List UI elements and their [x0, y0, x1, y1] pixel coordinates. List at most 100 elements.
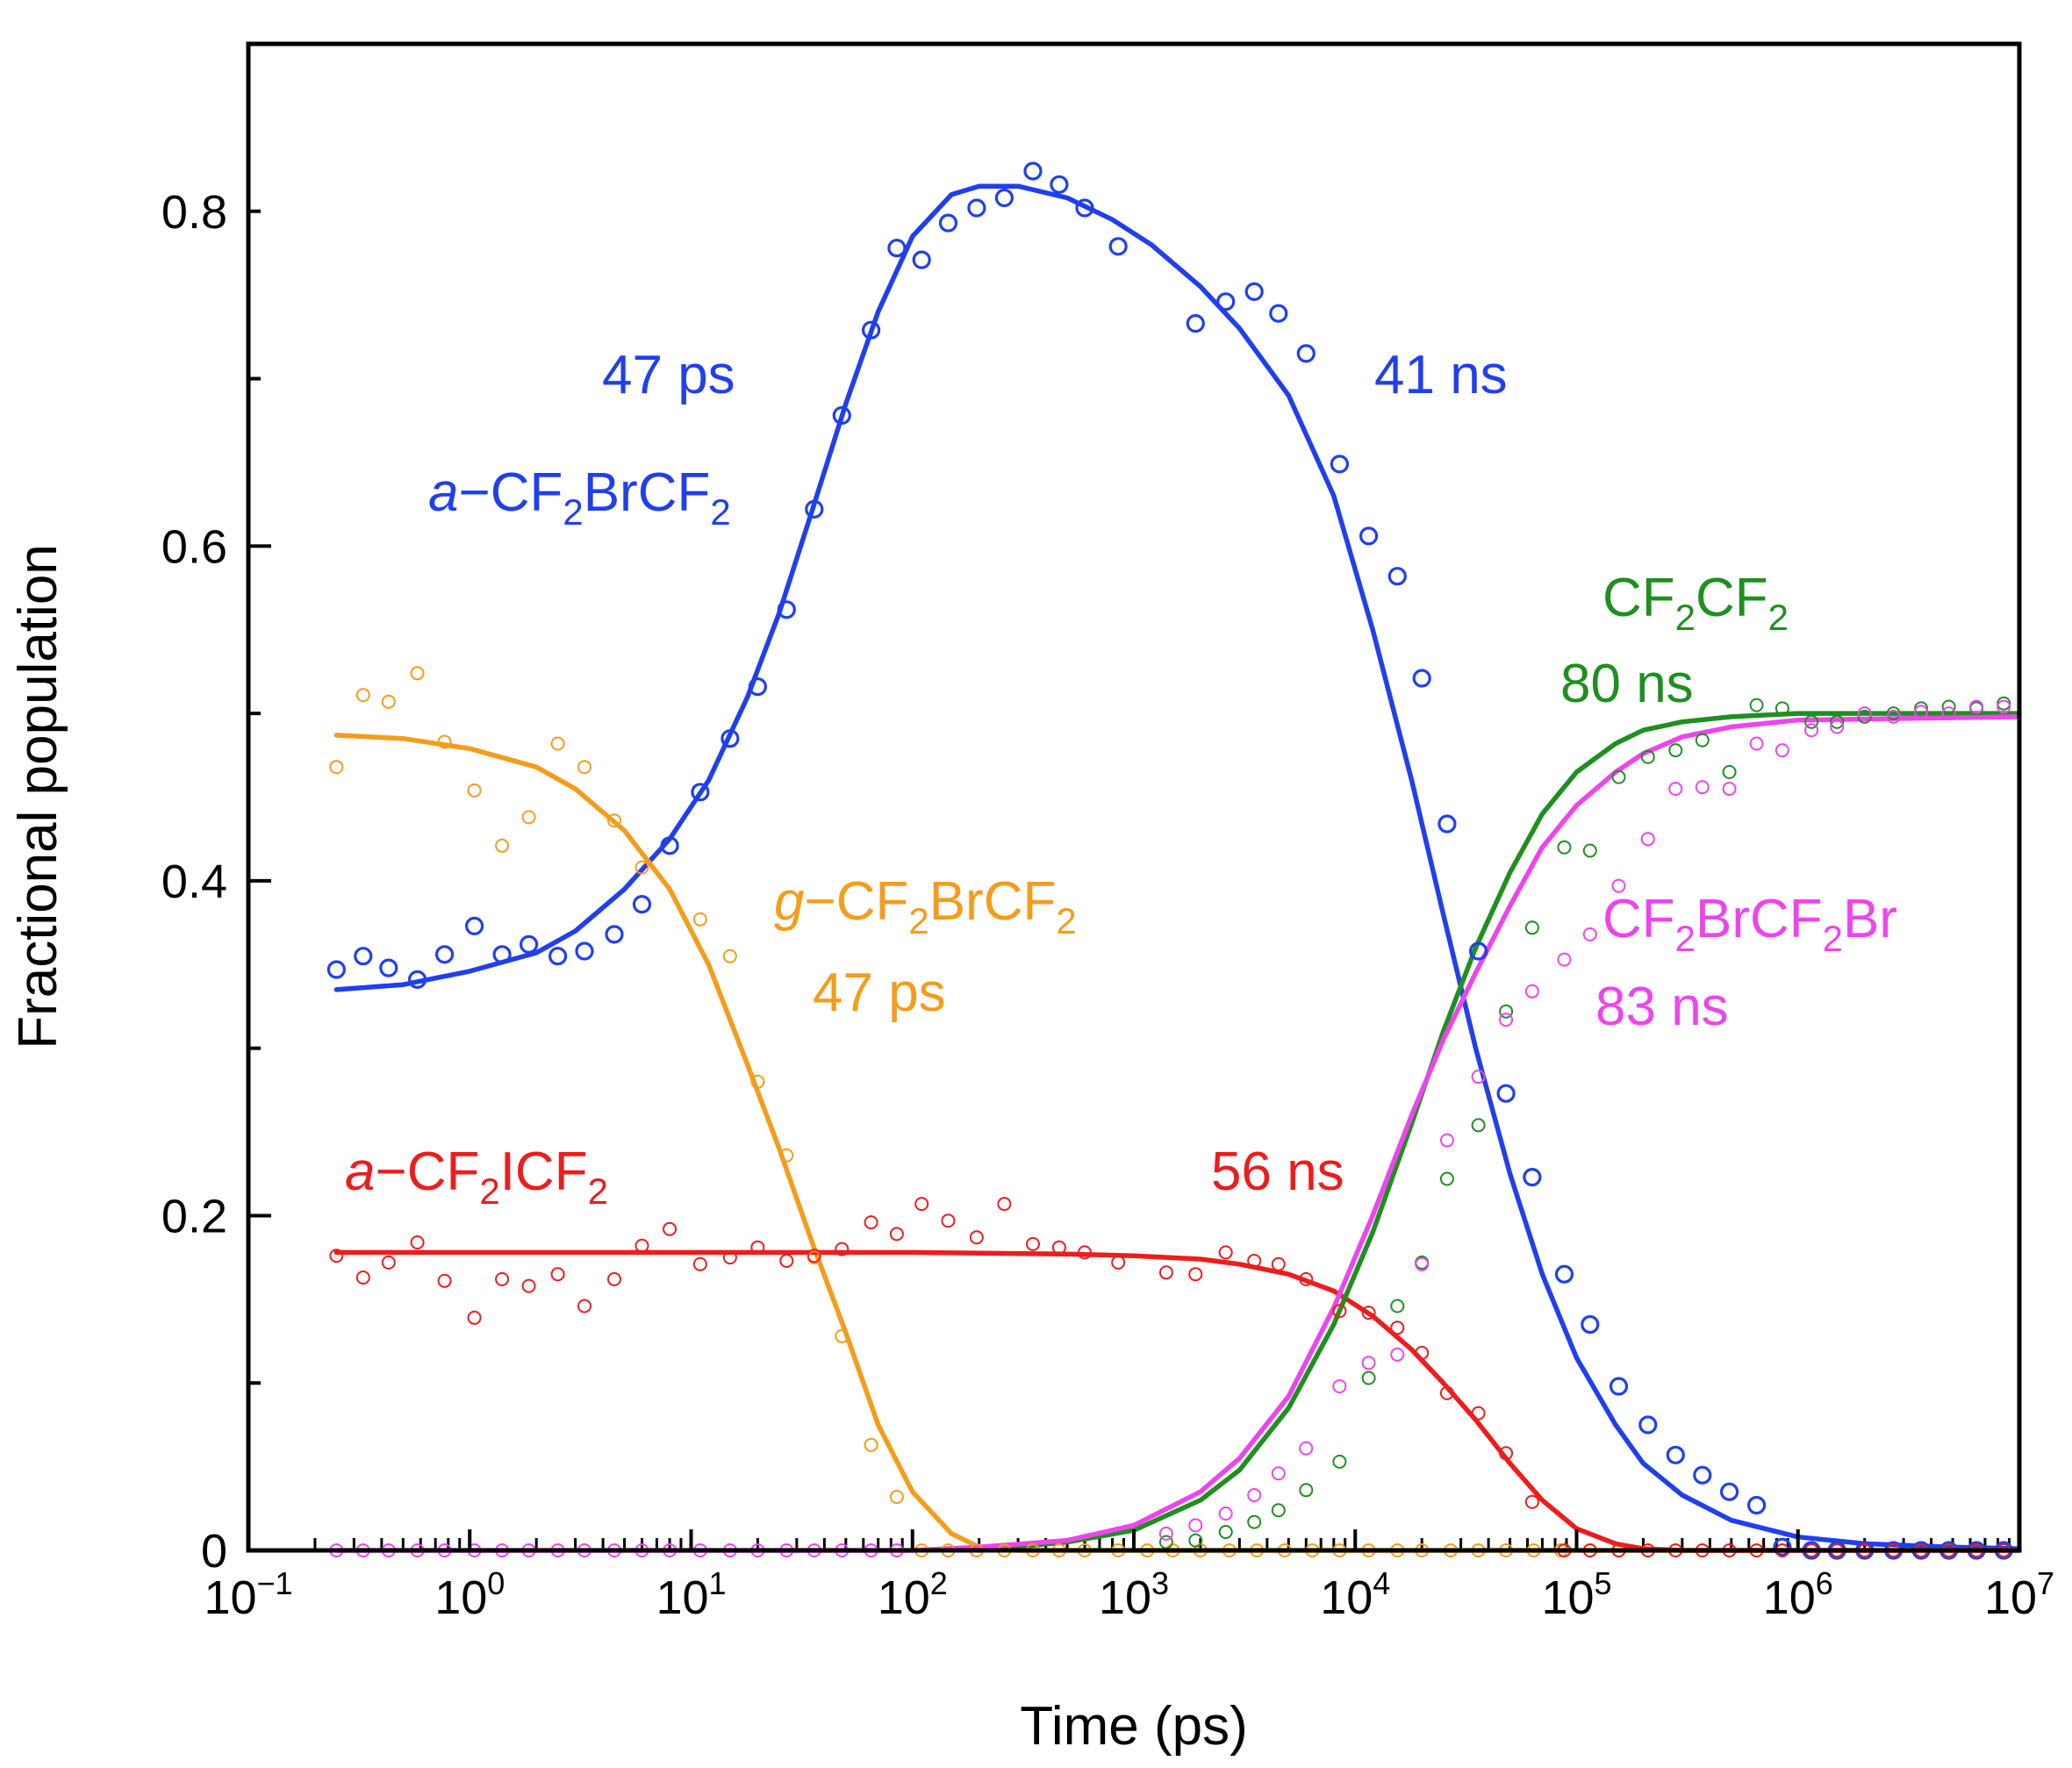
data-point-series-3: [1722, 764, 1737, 779]
annotation-label: CF2CF2: [1602, 568, 1789, 638]
data-point-series-1: [607, 813, 621, 828]
annotation-label: 80 ns: [1560, 654, 1694, 714]
data-point-series-1: [467, 783, 482, 798]
data-point-series-2: [521, 1278, 536, 1293]
annotation-part: −CF: [458, 462, 563, 523]
data-point-series-0: [691, 783, 710, 802]
y-tick-label: 0.6: [161, 520, 227, 573]
data-point-series-3: [1695, 733, 1710, 748]
y-tick-label: 0.2: [161, 1190, 227, 1242]
annotation-part: 2: [1675, 597, 1696, 638]
fit-curves: [333, 183, 2022, 1553]
data-point-series-3: [1361, 1371, 1376, 1385]
annotation-part: CF: [1602, 889, 1675, 949]
x-tick-base: 10: [1984, 1571, 2037, 1624]
data-point-series-4: [1332, 1379, 1347, 1393]
data-point-series-2: [750, 1240, 765, 1255]
annotation-label: 47 ps: [602, 345, 735, 405]
data-point-series-0: [938, 213, 958, 233]
data-point-series-2: [1247, 1254, 1262, 1268]
data-point-series-0: [1554, 1264, 1574, 1284]
data-point-series-0: [805, 499, 824, 519]
x-tick-label: 104: [1320, 1565, 1390, 1624]
data-point-series-0: [408, 970, 427, 990]
fit-curve-series-3: [976, 711, 2022, 1553]
data-point-series-3: [1247, 1514, 1262, 1529]
data-point-series-0: [1666, 1445, 1685, 1464]
data-point-series-2: [864, 1215, 878, 1230]
x-tick-exponent: 3: [1151, 1565, 1169, 1601]
data-point-series-0: [1523, 1167, 1542, 1187]
data-point-series-0: [519, 934, 539, 955]
x-tick-label: 101: [656, 1565, 726, 1624]
data-point-series-3: [1188, 1533, 1203, 1548]
data-point-series-2: [1158, 1265, 1173, 1280]
annotation-part: 47 ps: [813, 963, 946, 1023]
data-point-series-4: [1557, 952, 1572, 967]
data-point-series-3: [1524, 920, 1539, 935]
data-point-series-4: [1997, 699, 2011, 714]
data-point-series-4: [1361, 1356, 1376, 1371]
data-point-series-3: [1941, 699, 1956, 714]
data-point-series-4: [1668, 782, 1683, 796]
data-point-series-3: [1271, 1503, 1286, 1518]
data-point-series-4: [1640, 832, 1655, 847]
data-point-series-3: [1439, 1171, 1454, 1186]
annotation-part: BrCF: [929, 871, 1057, 932]
data-point-series-2: [1026, 1236, 1040, 1251]
data-point-series-2: [437, 1273, 452, 1288]
fit-curve-series-0: [333, 183, 2022, 1551]
data-point-series-2: [779, 1254, 794, 1268]
data-point-series-3: [1299, 1483, 1314, 1498]
annotation-label: 41 ns: [1374, 345, 1508, 405]
x-tick-label: 10−1: [204, 1565, 292, 1624]
data-point-series-2: [914, 1197, 929, 1212]
data-point-series-3: [1749, 698, 1764, 712]
data-points: [326, 161, 2013, 1560]
data-point-series-2: [835, 1242, 850, 1256]
data-point-series-4: [1830, 719, 1845, 734]
plot-frame: [246, 41, 2022, 1553]
data-point-series-0: [464, 916, 484, 936]
data-point-series-0: [994, 188, 1014, 208]
data-point-series-3: [1640, 749, 1655, 764]
data-point-series-4: [1471, 1070, 1486, 1084]
axis-tick-labels: 00.20.40.60.810−1 100 101 102 103 104 105 106 10…: [161, 186, 2054, 1624]
data-point-series-4: [1722, 782, 1737, 796]
data-point-series-0: [575, 941, 594, 961]
data-point-series-1: [692, 912, 707, 927]
data-point-series-3: [1499, 1004, 1514, 1019]
annotation-part: a: [345, 1142, 375, 1202]
x-tick-base: 10: [878, 1571, 930, 1624]
data-point-series-4: [1524, 984, 1539, 999]
data-point-series-4: [1695, 780, 1710, 795]
data-point-series-2: [889, 1227, 904, 1242]
y-axis-title: Fractional population: [8, 544, 68, 1049]
data-point-series-3: [1218, 1525, 1233, 1539]
data-point-series-4: [1611, 878, 1626, 893]
data-point-series-2: [722, 1250, 737, 1265]
data-point-series-0: [1050, 175, 1069, 194]
x-tick-base: 10: [656, 1571, 708, 1624]
annotation-part: 2: [1056, 900, 1076, 941]
data-point-series-4: [1415, 1256, 1430, 1271]
annotation-part: Br: [1843, 889, 1897, 949]
data-point-series-1: [750, 1074, 765, 1089]
x-tick-exponent: 1: [709, 1565, 727, 1601]
data-point-series-0: [1693, 1465, 1712, 1485]
x-tick-label: 103: [1099, 1565, 1169, 1624]
x-tick-base: 10: [204, 1571, 256, 1624]
data-point-series-4: [1499, 1013, 1514, 1027]
data-point-series-1: [521, 810, 536, 825]
data-point-series-0: [1746, 1495, 1767, 1515]
x-tick-base: 10: [1320, 1571, 1373, 1624]
data-point-series-2: [381, 1255, 396, 1270]
data-point-series-2: [1271, 1256, 1286, 1271]
annotation-label: 56 ns: [1211, 1142, 1344, 1202]
fit-curve-series-4: [333, 714, 2022, 1553]
data-point-series-4: [1390, 1347, 1405, 1362]
data-point-series-2: [1524, 1494, 1539, 1509]
annotation-part: −CF: [375, 1142, 479, 1202]
annotation-part: 2: [563, 491, 583, 533]
data-point-series-2: [969, 1230, 984, 1245]
